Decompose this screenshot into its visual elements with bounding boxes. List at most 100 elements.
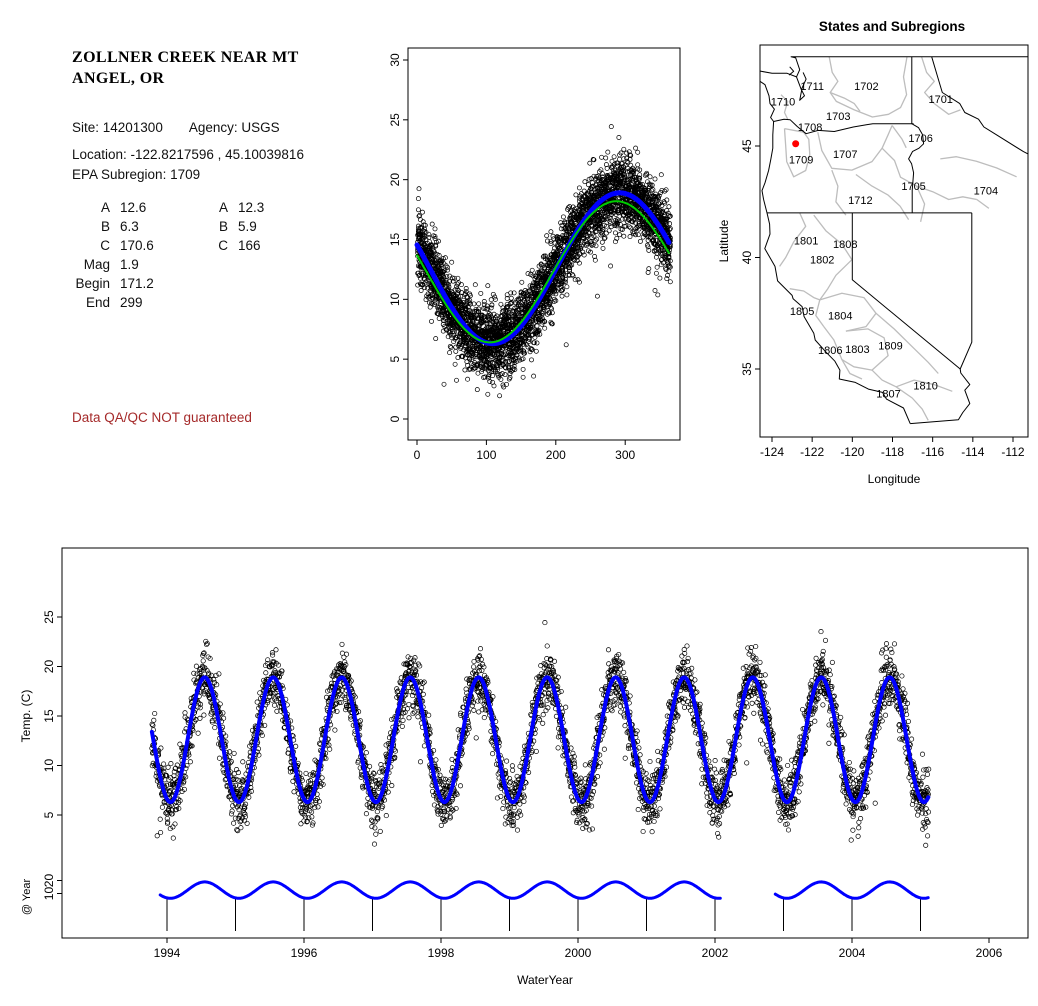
timeseries-plot: 1994 1996 1998 2000 2002 2004 2006510152025102…: [19, 547, 1029, 987]
subregion-label-1803: 1803: [845, 344, 869, 356]
plot-box: [759, 44, 1029, 438]
y-tick-label: 35: [740, 362, 754, 376]
subregion-label-1704: 1704: [974, 186, 998, 198]
subregion-boundary: [789, 288, 825, 327]
stat-value: 171.2: [120, 276, 154, 291]
stat-value: [238, 257, 304, 272]
map-geometry: 1711 1702 1701 1710 1703 1708 1706 1707 1709 1705…: [760, 56, 1028, 425]
stat-value: 299: [120, 295, 143, 310]
subregion-label-1802: 1802: [810, 255, 834, 267]
subregion-boundary: [779, 212, 807, 267]
y-tick-label: 15: [42, 709, 56, 723]
stat-label: [208, 257, 238, 272]
y-tick-label: 25: [388, 113, 402, 127]
map-ylabel: Latitude: [717, 219, 731, 262]
y-tick-label: 10: [388, 292, 402, 306]
scatter-points: [149, 620, 932, 848]
ts-xlabel: WaterYear: [517, 973, 573, 987]
x-tick-label: 2004: [839, 946, 866, 960]
subregion-label-1705: 1705: [901, 181, 925, 193]
subregion-boundary: [875, 312, 939, 374]
subregion-boundary: [783, 127, 811, 178]
x-tick-label: 1996: [291, 946, 318, 960]
stat-value: [238, 295, 304, 310]
x-tick-label: -118: [881, 445, 904, 459]
state-boundary: [796, 72, 807, 101]
stat-value: 166: [238, 238, 261, 253]
ts-ylabel: Temp. (C): [19, 690, 33, 743]
subregion-boundary: [855, 173, 910, 220]
stat-label: Mag: [83, 257, 110, 272]
stat-label: Begin: [75, 276, 110, 291]
qaqc-note: Data QA/QC NOT guaranteed: [72, 410, 252, 425]
x-tick-label: 300: [615, 448, 635, 462]
stat-value: 12.3: [238, 200, 265, 215]
stat-value: 1.9: [120, 257, 139, 272]
subregion-boundary: [831, 169, 847, 216]
subregion-label-1809: 1809: [878, 341, 902, 353]
subregion-boundary: [823, 326, 863, 380]
subregion-label-1711: 1711: [800, 81, 824, 93]
station-title-line1: ZOLLNER CREEK NEAR MT: [72, 49, 299, 66]
subregion-label-1702: 1702: [854, 81, 878, 93]
x-tick-label: 100: [476, 448, 496, 462]
epa-subregion-line: EPA Subregion: 1709: [72, 167, 201, 182]
x-tick-label: 2000: [565, 946, 592, 960]
subregion-label-1804: 1804: [828, 310, 852, 322]
agency: Agency: USGS: [188, 120, 280, 135]
y-tick-label: 40: [740, 251, 754, 265]
x-tick-label: -112: [1001, 445, 1024, 459]
site-id: Site: 14201300: [72, 120, 163, 135]
site-agency-line: Site: 14201300 Agency: USGS: [72, 120, 280, 135]
subregion-boundary: [829, 91, 861, 112]
subregion-label-1810: 1810: [913, 381, 937, 393]
subregion-boundary: [819, 292, 877, 332]
subregion-label-1808: 1808: [833, 239, 857, 251]
x-tick-label: -124: [760, 445, 784, 459]
subregion-label-1709: 1709: [789, 154, 813, 166]
subregion-map: 1711 1702 1701 1710 1703 1708 1706 1707 1709 1705…: [717, 44, 1029, 486]
site-location-dot: [792, 140, 800, 148]
stat-value: 170.6: [120, 238, 154, 253]
subregion-boundary: [871, 369, 929, 421]
subregion-label-1712: 1712: [848, 195, 872, 207]
y-tick-label: 5: [42, 811, 56, 818]
state-boundary: [760, 79, 911, 424]
stat-value: 6.3: [120, 219, 139, 234]
x-tick-label: 1998: [428, 946, 455, 960]
state-boundary: [910, 212, 973, 425]
subregion-boundary: [813, 214, 853, 261]
subregion-boundary: [828, 56, 908, 118]
y-tick-label: 15: [388, 233, 402, 247]
subregion-boundary: [976, 198, 990, 209]
y-tick-label: 10: [42, 759, 56, 773]
y-tick-label: 10: [42, 887, 56, 901]
subregion-label-1708: 1708: [798, 122, 822, 134]
harmonic-fit-blue: [414, 190, 672, 347]
fit-stats-table: A 12.6 A 12.3 B 6.3 B 5.9 C 170.6 C 166 …: [72, 200, 304, 310]
seasonal-scatter-plot: 0 100 200 300 0 5 10 15 20 25 30: [388, 47, 681, 462]
state-boundary: [908, 123, 925, 213]
y-tick-label: 30: [388, 53, 402, 67]
station-title: ZOLLNER CREEK NEAR MT ANGEL, OR: [72, 48, 299, 90]
x-tick-label: 200: [546, 448, 566, 462]
subregion-boundary: [819, 259, 853, 301]
subregion-boundary: [841, 328, 889, 371]
stat-label: B: [100, 219, 110, 234]
subregion-label-1706: 1706: [908, 133, 932, 145]
map-title: States and Subregions: [819, 19, 965, 34]
year-fit-curve: [158, 880, 722, 900]
x-tick-label: 2006: [976, 946, 1003, 960]
state-boundary: [851, 212, 961, 370]
state-boundary: [760, 56, 1028, 78]
subregion-boundary: [891, 125, 907, 149]
scatter-points: [415, 124, 673, 399]
stat-label: [208, 295, 238, 310]
stat-value: [238, 276, 304, 291]
y-tick-label: 20: [388, 173, 402, 187]
subregion-boundary: [895, 379, 953, 392]
subregion-label-1701: 1701: [928, 94, 952, 106]
subregion-label-1806: 1806: [818, 345, 842, 357]
